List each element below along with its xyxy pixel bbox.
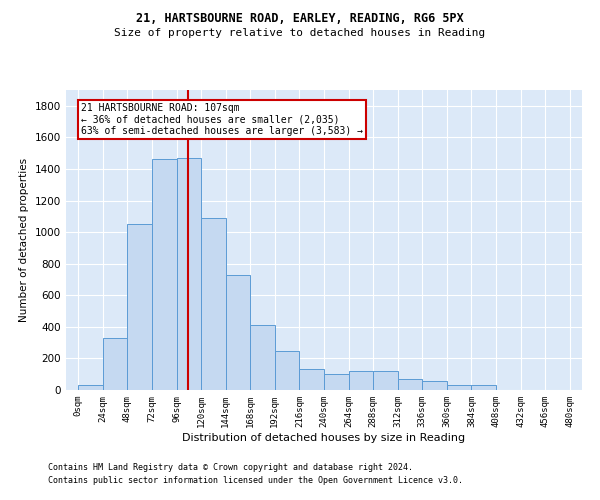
Text: Contains HM Land Registry data © Crown copyright and database right 2024.: Contains HM Land Registry data © Crown c… bbox=[48, 464, 413, 472]
Bar bbox=[176, 158, 201, 390]
Text: 21, HARTSBOURNE ROAD, EARLEY, READING, RG6 5PX: 21, HARTSBOURNE ROAD, EARLEY, READING, R… bbox=[136, 12, 464, 26]
Text: Contains public sector information licensed under the Open Government Licence v3: Contains public sector information licen… bbox=[48, 476, 463, 485]
Bar bbox=[78, 386, 103, 390]
Bar bbox=[447, 386, 472, 390]
Bar bbox=[103, 338, 127, 390]
Bar bbox=[275, 350, 299, 390]
Bar bbox=[349, 371, 373, 390]
Text: Size of property relative to detached houses in Reading: Size of property relative to detached ho… bbox=[115, 28, 485, 38]
Bar bbox=[250, 326, 275, 390]
Bar bbox=[472, 386, 496, 390]
Y-axis label: Number of detached properties: Number of detached properties bbox=[19, 158, 29, 322]
Bar bbox=[373, 371, 398, 390]
Bar bbox=[324, 374, 349, 390]
Bar bbox=[127, 224, 152, 390]
Bar bbox=[422, 380, 447, 390]
Bar bbox=[152, 160, 176, 390]
X-axis label: Distribution of detached houses by size in Reading: Distribution of detached houses by size … bbox=[182, 432, 466, 442]
Bar bbox=[226, 274, 250, 390]
Text: 21 HARTSBOURNE ROAD: 107sqm
← 36% of detached houses are smaller (2,035)
63% of : 21 HARTSBOURNE ROAD: 107sqm ← 36% of det… bbox=[82, 102, 364, 136]
Bar bbox=[398, 379, 422, 390]
Bar bbox=[201, 218, 226, 390]
Bar bbox=[299, 370, 324, 390]
